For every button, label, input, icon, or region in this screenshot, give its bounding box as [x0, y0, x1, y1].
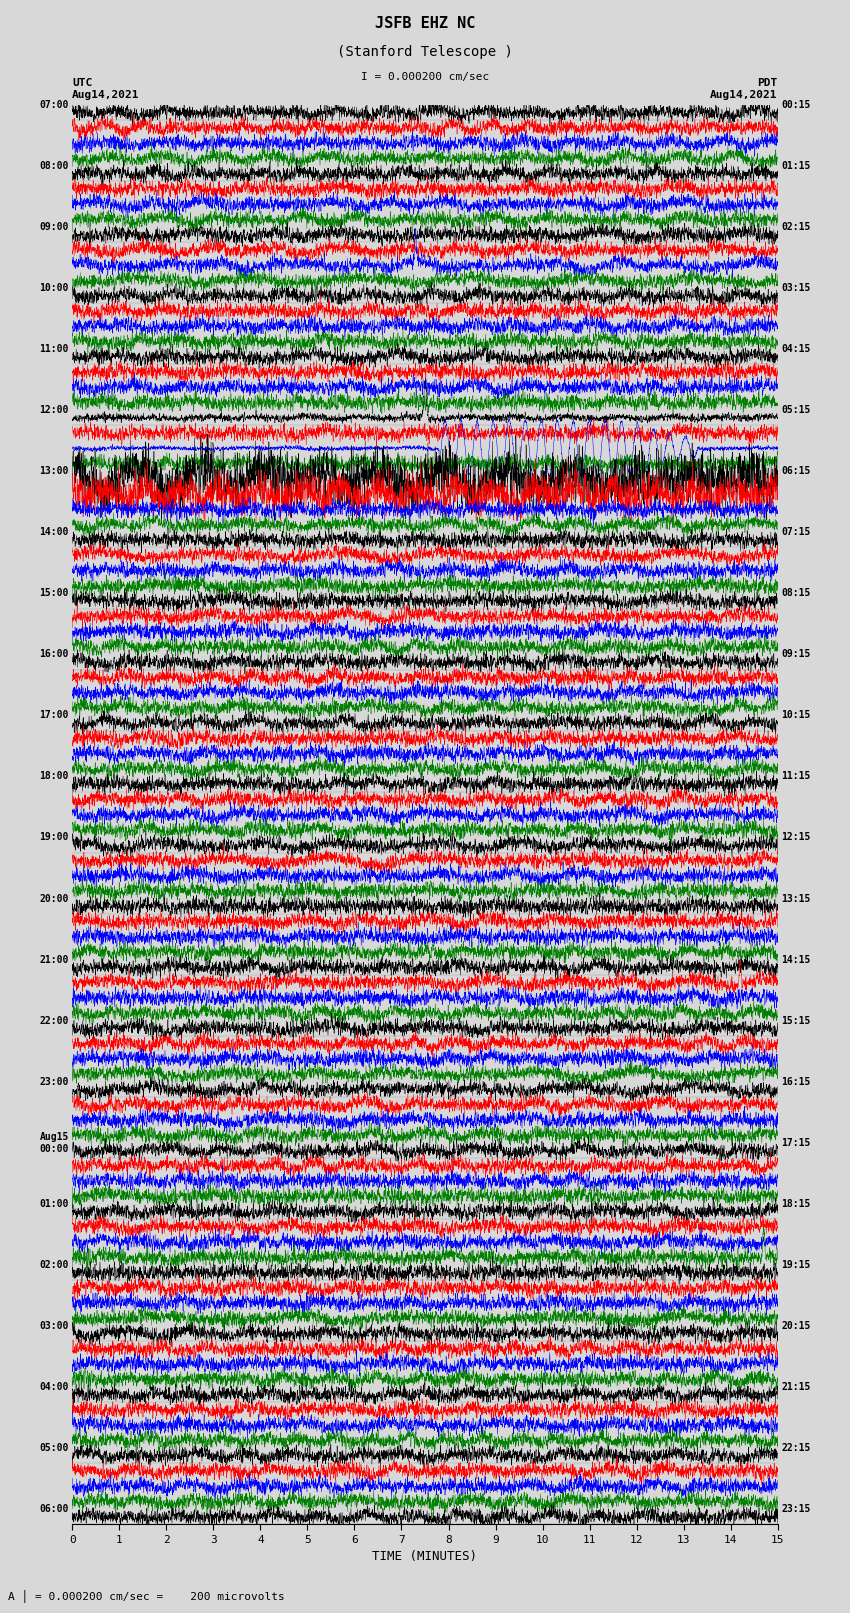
Text: (Stanford Telescope ): (Stanford Telescope )	[337, 45, 513, 58]
Text: 03:00: 03:00	[39, 1321, 69, 1331]
Text: 10:00: 10:00	[39, 282, 69, 294]
Text: PDT
Aug14,2021: PDT Aug14,2021	[711, 79, 778, 100]
Text: 08:00: 08:00	[39, 161, 69, 171]
Text: 02:00: 02:00	[39, 1260, 69, 1269]
Text: 11:15: 11:15	[781, 771, 811, 781]
Text: 16:15: 16:15	[781, 1076, 811, 1087]
Text: 23:15: 23:15	[781, 1503, 811, 1515]
Text: 03:15: 03:15	[781, 282, 811, 294]
Text: 05:15: 05:15	[781, 405, 811, 415]
Text: 06:00: 06:00	[39, 1503, 69, 1515]
Text: 14:00: 14:00	[39, 527, 69, 537]
Text: Aug15
00:00: Aug15 00:00	[39, 1132, 69, 1153]
Text: 22:15: 22:15	[781, 1444, 811, 1453]
Text: 15:15: 15:15	[781, 1016, 811, 1026]
Text: 21:15: 21:15	[781, 1382, 811, 1392]
Text: 04:00: 04:00	[39, 1382, 69, 1392]
Text: 23:00: 23:00	[39, 1076, 69, 1087]
Text: 05:00: 05:00	[39, 1444, 69, 1453]
Text: 00:15: 00:15	[781, 100, 811, 110]
Text: 16:00: 16:00	[39, 650, 69, 660]
Text: 04:15: 04:15	[781, 344, 811, 353]
Text: 18:00: 18:00	[39, 771, 69, 781]
Text: 02:15: 02:15	[781, 223, 811, 232]
Text: 13:00: 13:00	[39, 466, 69, 476]
Text: UTC
Aug14,2021: UTC Aug14,2021	[72, 79, 139, 100]
Text: 21:00: 21:00	[39, 955, 69, 965]
Text: 07:15: 07:15	[781, 527, 811, 537]
Text: 22:00: 22:00	[39, 1016, 69, 1026]
Text: A │ = 0.000200 cm/sec =    200 microvolts: A │ = 0.000200 cm/sec = 200 microvolts	[8, 1590, 286, 1603]
Text: 14:15: 14:15	[781, 955, 811, 965]
Text: JSFB EHZ NC: JSFB EHZ NC	[375, 16, 475, 31]
Text: 17:15: 17:15	[781, 1137, 811, 1148]
Text: 10:15: 10:15	[781, 710, 811, 721]
Text: 12:00: 12:00	[39, 405, 69, 415]
Text: 07:00: 07:00	[39, 100, 69, 110]
X-axis label: TIME (MINUTES): TIME (MINUTES)	[372, 1550, 478, 1563]
Text: 11:00: 11:00	[39, 344, 69, 353]
Text: 08:15: 08:15	[781, 589, 811, 598]
Text: 01:00: 01:00	[39, 1198, 69, 1208]
Text: 17:00: 17:00	[39, 710, 69, 721]
Text: 20:15: 20:15	[781, 1321, 811, 1331]
Text: 15:00: 15:00	[39, 589, 69, 598]
Text: I = 0.000200 cm/sec: I = 0.000200 cm/sec	[361, 73, 489, 82]
Text: 19:00: 19:00	[39, 832, 69, 842]
Text: 13:15: 13:15	[781, 894, 811, 903]
Text: 09:15: 09:15	[781, 650, 811, 660]
Text: 20:00: 20:00	[39, 894, 69, 903]
Text: 12:15: 12:15	[781, 832, 811, 842]
Text: 06:15: 06:15	[781, 466, 811, 476]
Text: 18:15: 18:15	[781, 1198, 811, 1208]
Text: 19:15: 19:15	[781, 1260, 811, 1269]
Text: 01:15: 01:15	[781, 161, 811, 171]
Text: 09:00: 09:00	[39, 223, 69, 232]
